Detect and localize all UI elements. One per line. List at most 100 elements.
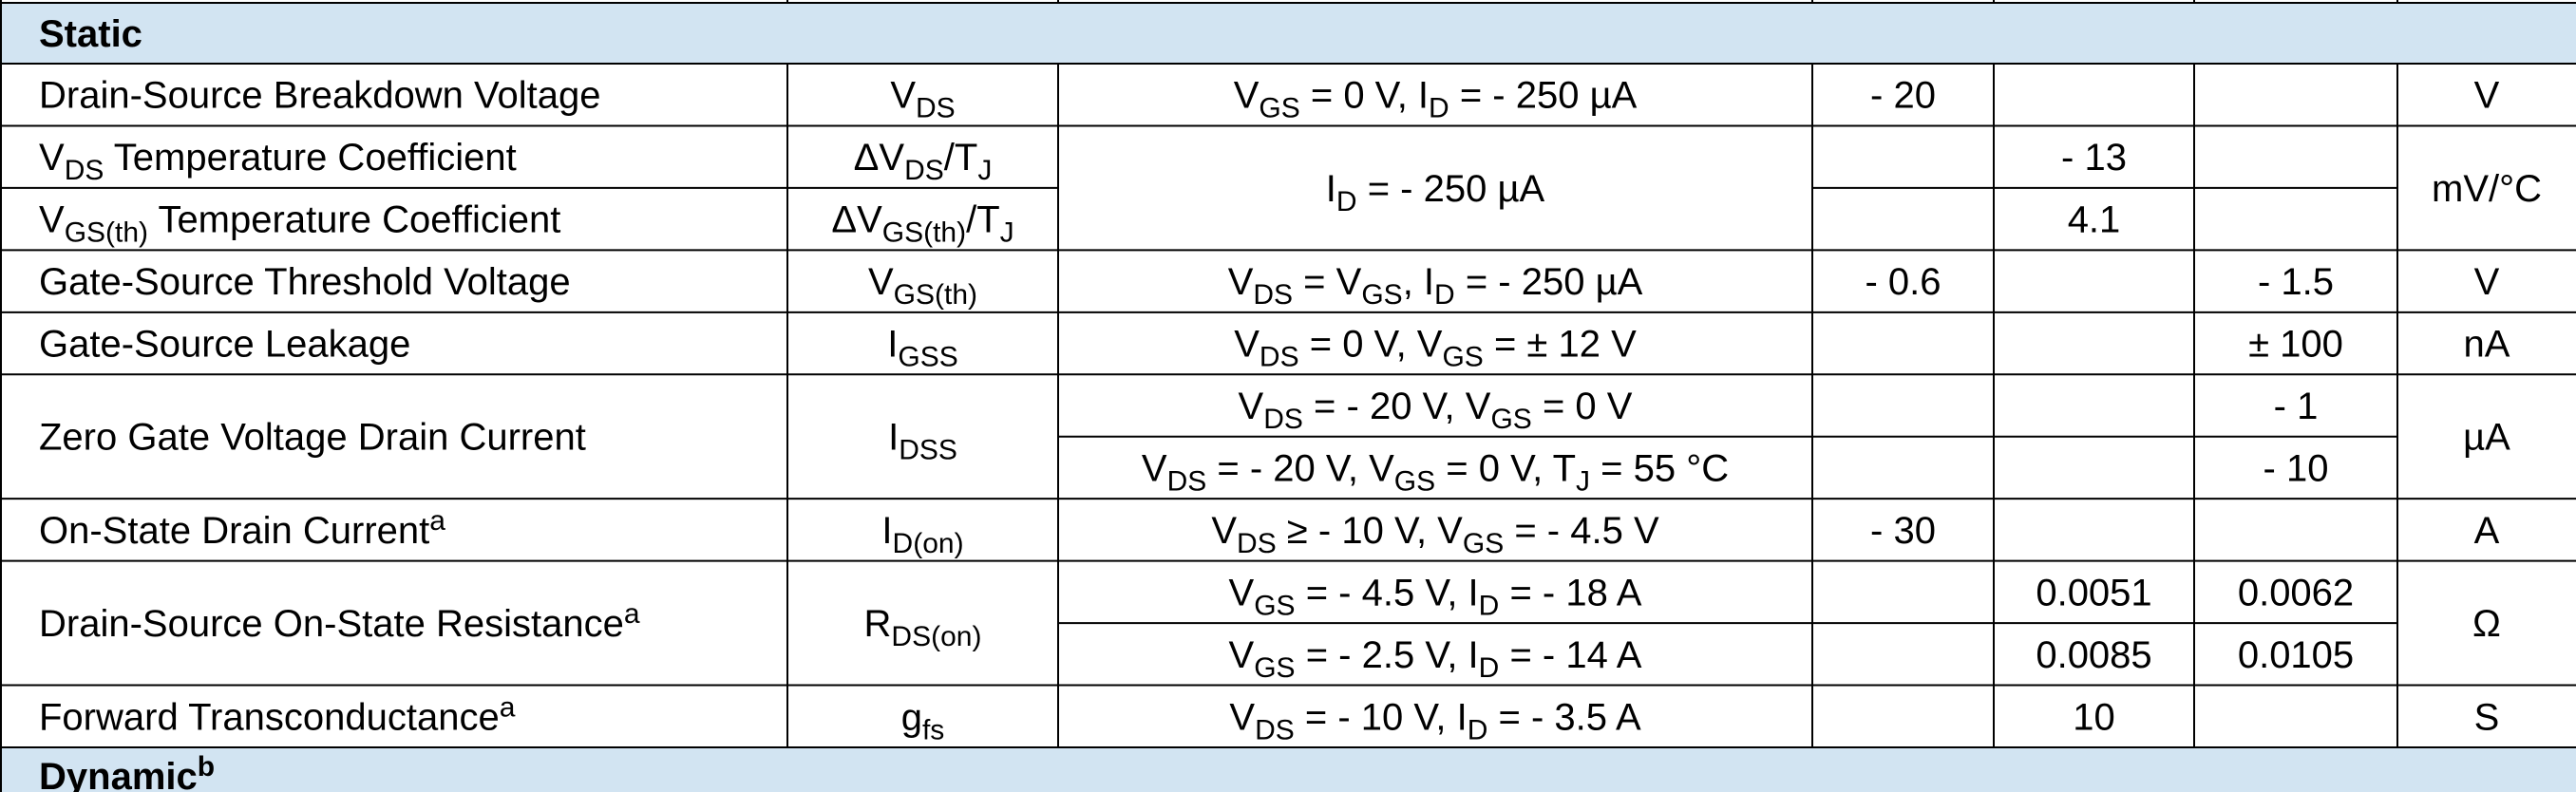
cell-text: V <box>2474 75 2500 117</box>
subscript: GS <box>1259 93 1299 124</box>
subscript: DS <box>1263 404 1303 435</box>
cell-text: VDS = - 10 V, ID = - 3.5 A <box>1229 696 1641 745</box>
cell-text: IGSS <box>887 324 957 373</box>
subscript: D(on) <box>893 528 964 559</box>
subscript: GS <box>1394 465 1435 497</box>
cell-text: Drain-Source Breakdown Voltage <box>39 75 600 117</box>
cell-text: VGS = - 4.5 V, ID = - 18 A <box>1229 572 1642 621</box>
text-run: /T <box>944 137 978 179</box>
cell-text: - 1.5 <box>2258 261 2334 303</box>
text-run: Gate-Source Leakage <box>39 324 410 366</box>
subscript: GS <box>1442 342 1483 373</box>
cell-text: 0.0085 <box>2036 634 2151 676</box>
text-run: = 0 V, I <box>1300 75 1429 117</box>
subscript: DS <box>1255 714 1295 745</box>
text-run: = - 20 V, V <box>1206 447 1394 489</box>
cell-text: - 1 <box>2274 386 2319 427</box>
text-run: Gate-Source Threshold Voltage <box>39 261 571 303</box>
text-run: g <box>901 696 922 738</box>
cell-text: 0.0051 <box>2036 572 2151 613</box>
text-run: = - 2.5 V, I <box>1296 634 1479 676</box>
text-run: = - 14 A <box>1499 634 1641 676</box>
text-run: , I <box>1403 261 1434 303</box>
cell-text: Dynamicb <box>39 751 215 792</box>
text-run: = 0 V, T <box>1435 447 1576 489</box>
subscript: GS <box>1463 528 1504 559</box>
cell-text: VDS Temperature Coefficient <box>39 137 517 186</box>
text-run: Dynamic <box>39 756 198 792</box>
cell-text: nA <box>2464 324 2510 366</box>
text-run: A <box>2474 510 2500 552</box>
text-run: µA <box>2463 417 2510 459</box>
subscript: J <box>1576 465 1590 497</box>
text-run: - 0.6 <box>1865 261 1941 303</box>
text-run: V <box>1239 386 1264 427</box>
cell-text: gfs <box>901 696 945 745</box>
text-run: - 1 <box>2274 386 2319 427</box>
cell-text: VDS = - 20 V, VGS = 0 V, TJ = 55 °C <box>1142 447 1729 497</box>
text-run: Drain-Source On-State Resistance <box>39 603 624 645</box>
subscript: GS <box>1254 652 1295 684</box>
text-run: - 1.5 <box>2258 261 2334 303</box>
superscript: a <box>500 691 516 723</box>
cell-text: ID = - 250 µA <box>1326 168 1545 217</box>
text-run: R <box>864 603 892 645</box>
cell-text: IDSS <box>888 417 957 466</box>
cell-text: V <box>2474 261 2500 303</box>
text-run: = - 4.5 V <box>1504 510 1659 552</box>
text-run: Ω <box>2472 603 2501 645</box>
superscript: b <box>198 751 215 783</box>
cell-text: ΔVGS(th)/TJ <box>831 199 1013 249</box>
subscript: DS <box>1260 342 1299 373</box>
text-run: = 0 V, V <box>1299 324 1443 366</box>
cell-text: - 10 <box>2263 447 2329 489</box>
subscript: J <box>977 155 992 186</box>
subscript: D <box>1468 714 1488 745</box>
text-run: = - 250 µA <box>1449 75 1638 117</box>
cell-text: µA <box>2463 417 2510 459</box>
text-run: nA <box>2464 324 2510 366</box>
cell-text: ID(on) <box>881 510 963 559</box>
cell-text: mV/°C <box>2432 168 2542 210</box>
subscript: DS <box>65 155 104 186</box>
subscript: DS <box>904 155 944 186</box>
text-run: V <box>1228 261 1254 303</box>
cell-text: On-State Drain Currenta <box>39 505 445 552</box>
text-run: - 30 <box>1870 510 1936 552</box>
cell-text: 4.1 <box>2068 199 2121 241</box>
text-run: ± 100 <box>2248 324 2343 366</box>
cell-text: ± 100 <box>2248 324 2343 366</box>
superscript: a <box>429 505 445 537</box>
text-run: = 55 °C <box>1590 447 1729 489</box>
subscript: J <box>1000 217 1014 249</box>
text-run: = ± 12 V <box>1484 324 1637 366</box>
text-run: = - 18 A <box>1499 572 1641 613</box>
cell-text: 10 <box>2073 696 2115 738</box>
text-run: ΔV <box>854 137 905 179</box>
text-run: V <box>39 137 65 179</box>
text-run: = - 3.5 A <box>1487 696 1641 738</box>
text-run: ΔV <box>831 199 882 241</box>
text-run: 0.0085 <box>2036 634 2151 676</box>
cell-text: VDS ≥ - 10 V, VGS = - 4.5 V <box>1211 510 1659 559</box>
subscript: fs <box>922 714 944 745</box>
subscript: GS(th) <box>894 279 977 311</box>
text-run: V <box>1211 510 1237 552</box>
cell-text: VDS = - 20 V, VGS = 0 V <box>1239 386 1633 435</box>
cell-text: Zero Gate Voltage Drain Current <box>39 417 586 459</box>
text-run: = V <box>1293 261 1362 303</box>
subscript: D <box>1434 279 1455 311</box>
text-run: ≥ - 10 V, V <box>1277 510 1463 552</box>
text-run: Drain-Source Breakdown Voltage <box>39 75 600 117</box>
cell-text: - 13 <box>2061 137 2127 179</box>
subscript: DS <box>1253 279 1293 311</box>
text-run: 0.0105 <box>2238 634 2354 676</box>
subscript: GS(th) <box>65 217 148 249</box>
text-run: 4.1 <box>2068 199 2121 241</box>
text-run: - 13 <box>2061 137 2127 179</box>
text-run: V <box>2474 261 2500 303</box>
text-run: V <box>39 199 65 241</box>
text-run: Forward Transconductance <box>39 696 500 738</box>
cell-text: VGS = 0 V, ID = - 250 µA <box>1234 75 1638 124</box>
text-run: V <box>890 75 916 117</box>
